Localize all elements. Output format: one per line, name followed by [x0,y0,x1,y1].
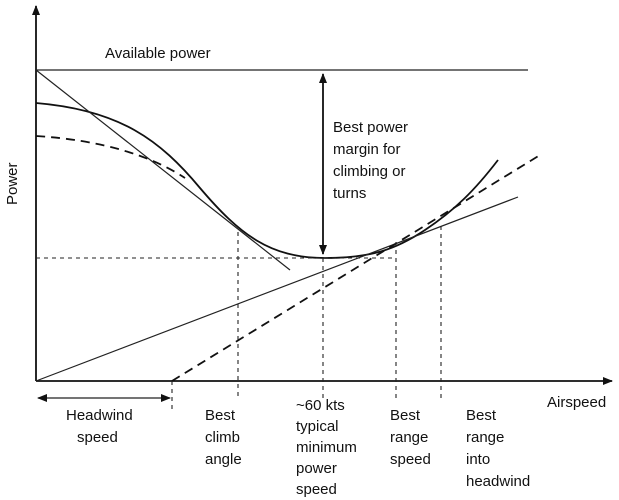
best-range-line-1: Best [390,407,421,424]
best-range-headwind-line-4: headwind [466,473,530,490]
best-range-headwind-line-2: range [466,429,504,446]
climb-tangent-line [35,69,291,271]
power-axis-label: Power [4,162,21,205]
headwind-tangent-line [171,154,541,382]
best-climb-line-3: angle [205,451,242,468]
min-power-line-2: typical [296,418,339,435]
min-power-line-4: power [296,460,337,477]
best-climb-angle-label: Best climb angle [205,407,244,468]
best-range-headwind-line-3: into [466,451,490,468]
available-power-label: Available power [105,45,211,62]
best-climb-line-1: Best [205,407,236,424]
power-margin-line-2: margin for [333,141,401,158]
best-range-line-2: range [390,429,428,446]
dashed-power-curve [35,135,186,179]
headwind-speed-label: Headwind speed [66,407,137,446]
power-margin-line-4: turns [333,185,366,202]
min-power-line-3: minimum [296,439,357,456]
power-margin-label: Best power margin for climbing or turns [333,119,412,202]
power-required-curve [35,102,499,259]
airspeed-axis-label: Airspeed [547,394,606,411]
range-tangent-line [35,196,519,382]
headwind-speed-line-1: Headwind [66,407,133,424]
power-margin-line-3: climbing or [333,163,406,180]
power-margin-line-1: Best power [333,119,408,136]
min-power-line-5: speed [296,481,337,498]
best-range-headwind-line-1: Best [466,407,497,424]
best-climb-line-2: climb [205,429,240,446]
best-range-speed-label: Best range speed [390,407,433,468]
min-power-line-1: ~60 kts [296,397,345,414]
best-range-headwind-label: Best range into headwind [466,407,530,490]
headwind-speed-line-2: speed [77,429,118,446]
best-range-line-3: speed [390,451,431,468]
min-power-speed-label: ~60 kts typical minimum power speed [296,397,361,498]
